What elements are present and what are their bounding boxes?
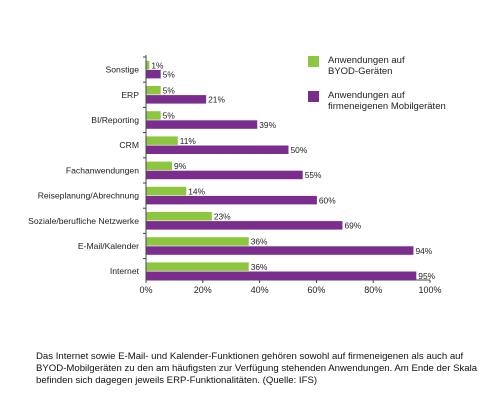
caption: Das Internet sowie E-Mail- und Kalender-…: [36, 351, 478, 386]
bar-firm: [146, 69, 161, 79]
category-label: ERP: [121, 90, 139, 100]
bar-firm: [146, 120, 258, 129]
bar-firm: [146, 271, 417, 280]
bar-chart: 0% 20% 40% 60% 80% 100%Sonstige 1%5%ERP 5%21%BI…: [28, 55, 442, 295]
x-tick-label: 100%: [418, 285, 441, 295]
data-label: 11%: [180, 136, 197, 146]
data-label: 60%: [319, 195, 336, 205]
category-label: BI/Reporting: [91, 115, 139, 125]
bar-firm: [146, 170, 303, 180]
bar-firm: [146, 246, 414, 255]
data-label: 55%: [305, 170, 322, 180]
data-label: 21%: [208, 95, 225, 105]
x-tick-label: 60%: [307, 285, 325, 295]
category-label: Internet: [110, 266, 140, 276]
bar-byod: [146, 186, 187, 196]
data-label: 95%: [418, 271, 435, 281]
legend-swatch-firm: [308, 91, 319, 102]
bar-firm: [146, 195, 317, 205]
data-label: 36%: [251, 237, 268, 247]
legend-label-firm: Anwendungen auf firmeneigenen Mobilgeräte…: [328, 90, 446, 112]
category-label: Soziale/berufliche Netzwerke: [28, 216, 139, 226]
category-label: Sonstige: [106, 65, 140, 75]
bar-byod: [146, 60, 150, 70]
legend: Anwendungen auf BYOD-Geräten Anwendungen …: [308, 55, 498, 125]
bar-byod: [146, 212, 212, 221]
x-tick-label: 0%: [139, 285, 152, 295]
data-label: 50%: [291, 145, 308, 155]
bar-firm: [146, 95, 207, 104]
bar-byod: [146, 86, 161, 95]
data-label: 5%: [163, 86, 176, 96]
bar-firm: [146, 145, 289, 154]
legend-label-byod: Anwendungen auf BYOD-Geräten: [328, 55, 405, 77]
bar-byod: [146, 262, 249, 271]
bar-firm: [146, 221, 343, 230]
bar-byod: [146, 237, 249, 246]
data-label: 94%: [415, 246, 432, 256]
data-label: 5%: [163, 69, 176, 79]
data-label: 69%: [344, 221, 361, 231]
data-label: 23%: [214, 212, 231, 222]
category-label: Reiseplanung/Abrechnung: [38, 191, 140, 201]
data-label: 14%: [188, 186, 205, 196]
data-label: 36%: [251, 262, 268, 272]
category-label: E-Mail/Kalender: [78, 241, 139, 251]
legend-item-firm: Anwendungen auf firmeneigenen Mobilgeräte…: [308, 90, 498, 112]
category-label: CRM: [119, 140, 139, 150]
x-tick-label: 20%: [194, 285, 212, 295]
legend-item-byod: Anwendungen auf BYOD-Geräten: [308, 55, 498, 77]
bar-byod: [146, 161, 173, 171]
data-label: 5%: [163, 111, 176, 121]
x-tick-label: 40%: [251, 285, 269, 295]
bar-byod: [146, 136, 178, 145]
data-label: 39%: [259, 120, 276, 130]
bar-byod: [146, 111, 161, 120]
data-label: 1%: [151, 60, 164, 70]
category-label: Fachanwendungen: [66, 165, 139, 175]
data-label: 9%: [174, 161, 187, 171]
x-tick-label: 80%: [364, 285, 382, 295]
legend-swatch-byod: [308, 56, 319, 67]
